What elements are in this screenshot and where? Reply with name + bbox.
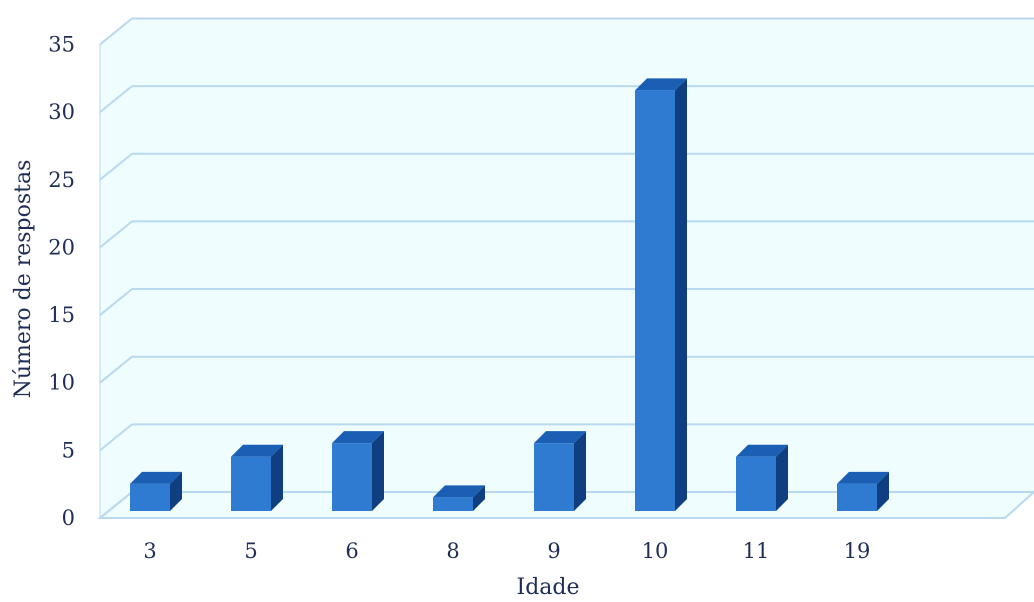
gridline [99, 85, 1034, 113]
gridlines [99, 17, 1034, 519]
bar [332, 431, 384, 511]
bars [130, 78, 889, 511]
plot-floor [97, 491, 1034, 519]
x-tick-label: 8 [446, 539, 459, 563]
bar [736, 444, 788, 511]
x-axis-ticks: 3 5 6 8 9 10 11 19 [143, 539, 870, 563]
plot-area [97, 17, 1034, 519]
y-tick-label: 35 [48, 32, 75, 56]
y-tick-label: 10 [48, 371, 75, 395]
bar [534, 431, 586, 511]
x-tick-label: 6 [345, 539, 358, 563]
bar [433, 485, 485, 511]
y-tick-label: 20 [48, 235, 75, 259]
x-axis-title: Idade [517, 575, 580, 600]
x-tick-label: 3 [143, 539, 156, 563]
gridline [99, 288, 1034, 316]
y-axis-title: Número de respostas [11, 160, 36, 399]
x-tick-label: 5 [244, 539, 257, 563]
plot-background [100, 18, 1034, 518]
x-tick-label: 19 [844, 539, 871, 563]
x-tick-label: 10 [642, 539, 669, 563]
gridline [99, 17, 1034, 46]
bar [837, 471, 889, 511]
y-tick-label: 0 [62, 506, 75, 530]
y-tick-label: 30 [48, 100, 75, 124]
y-tick-label: 5 [62, 438, 75, 462]
bar [635, 78, 687, 511]
y-axis-ticks: 0 5 10 15 20 25 30 35 [48, 32, 75, 530]
y-tick-label: 15 [48, 303, 75, 327]
bar [231, 444, 283, 511]
gridline [99, 220, 1034, 249]
gridline [99, 355, 1034, 384]
x-tick-label: 9 [547, 539, 560, 563]
gridline [99, 423, 1034, 452]
y-tick-label: 25 [48, 168, 75, 192]
x-tick-label: 11 [743, 539, 770, 563]
bar [130, 471, 182, 511]
gridline [99, 152, 1034, 181]
